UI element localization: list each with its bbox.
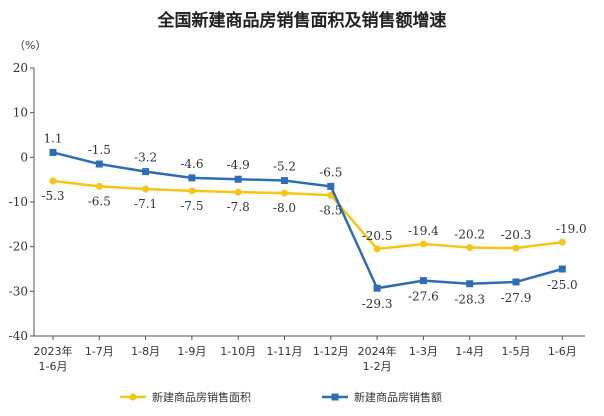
data-label: -28.3 — [454, 293, 485, 307]
data-label: -20.3 — [501, 228, 532, 242]
data-label: -7.8 — [227, 200, 250, 214]
x-tick-label: 2023年 1-6月 — [34, 344, 73, 373]
data-point — [142, 185, 150, 193]
series-layer — [49, 148, 566, 292]
x-tick-label: 1-7月 — [85, 345, 114, 358]
x-tick-label: 2024年 1-2月 — [358, 344, 397, 373]
data-label: -29.3 — [362, 297, 393, 311]
y-tick-label: -30 — [9, 284, 28, 298]
x-tick-label: 1-11月 — [267, 345, 303, 358]
data-point — [142, 168, 150, 176]
data-label: -8.0 — [273, 201, 296, 215]
data-point — [188, 187, 196, 195]
data-point — [512, 278, 520, 286]
data-label: -6.5 — [88, 194, 111, 208]
x-tick-label: 1-6月 — [548, 345, 577, 358]
data-point — [49, 148, 57, 156]
data-point — [327, 182, 335, 190]
data-label: -19.4 — [408, 224, 439, 238]
data-point — [188, 174, 196, 182]
data-label: -4.6 — [180, 157, 203, 171]
y-tick-label: -10 — [9, 195, 28, 209]
legend-label: 新建商品房销售面积 — [152, 390, 251, 404]
data-label: -7.5 — [180, 199, 203, 213]
y-tick-label: -40 — [9, 329, 28, 343]
data-label: -27.9 — [501, 291, 532, 305]
y-axis-unit: （%） — [14, 39, 46, 52]
x-tick-label: 1-10月 — [220, 345, 256, 358]
y-tick-label: 10 — [13, 106, 28, 120]
series-line-sales-area — [52, 179, 563, 251]
legend-marker — [331, 393, 339, 401]
x-tick-label: 1-12月 — [313, 345, 349, 358]
chart-title: 全国新建商品房销售面积及销售额增速 — [157, 10, 447, 31]
data-point — [558, 265, 566, 273]
data-label: -3.2 — [134, 151, 157, 165]
data-label: -6.5 — [319, 165, 342, 179]
data-point — [373, 284, 381, 292]
data-label: -19.0 — [556, 222, 587, 236]
data-point — [281, 189, 288, 197]
data-label: -4.9 — [227, 158, 250, 172]
data-point — [95, 160, 103, 168]
axes: 20 10 0 -10 -20 -30 -40 2023年 1-6月 1-7月 1-8月 1-9月 1-… — [9, 61, 586, 373]
data-point — [419, 277, 427, 285]
data-label: -20.2 — [454, 228, 485, 242]
y-tick-label: 20 — [13, 61, 28, 75]
data-label: 1.1 — [43, 131, 62, 145]
data-point — [466, 244, 474, 252]
data-point — [281, 177, 288, 185]
data-point — [419, 240, 427, 248]
y-tick-label: 0 — [20, 150, 28, 164]
data-label: -27.6 — [408, 290, 439, 304]
legend-marker — [129, 393, 137, 401]
data-label: -7.1 — [134, 197, 157, 211]
legend: 新建商品房销售面积 新建商品房销售额 — [120, 390, 442, 404]
data-label: -1.5 — [88, 143, 111, 157]
data-point — [327, 191, 335, 199]
data-point — [234, 188, 242, 196]
data-point — [512, 244, 520, 252]
data-point — [49, 177, 57, 185]
data-point — [558, 238, 566, 246]
y-tick-label: -20 — [9, 240, 28, 254]
data-point — [95, 182, 103, 190]
data-point — [466, 280, 474, 288]
data-label: -5.3 — [41, 189, 64, 203]
x-tick-label: 1-9月 — [177, 345, 206, 358]
data-label: -20.5 — [362, 229, 393, 243]
data-labels: -5.3 -6.5 -7.1 -7.5 -7.8 -8.0 -8.5 -20.5 -19.4 -2… — [41, 131, 586, 311]
data-label: -25.0 — [547, 278, 578, 292]
x-tick-label: 1-4月 — [455, 345, 484, 358]
data-point — [373, 245, 381, 253]
x-tick-label: 1-8月 — [131, 345, 160, 358]
series-line-sales-amount — [52, 151, 563, 290]
legend-label: 新建商品房销售额 — [354, 390, 442, 404]
data-label: -5.2 — [273, 160, 296, 174]
x-tick-label: 1-3月 — [409, 345, 438, 358]
x-tick-label: 1-5月 — [502, 345, 531, 358]
data-label: -8.5 — [319, 203, 342, 217]
data-point — [234, 175, 242, 183]
